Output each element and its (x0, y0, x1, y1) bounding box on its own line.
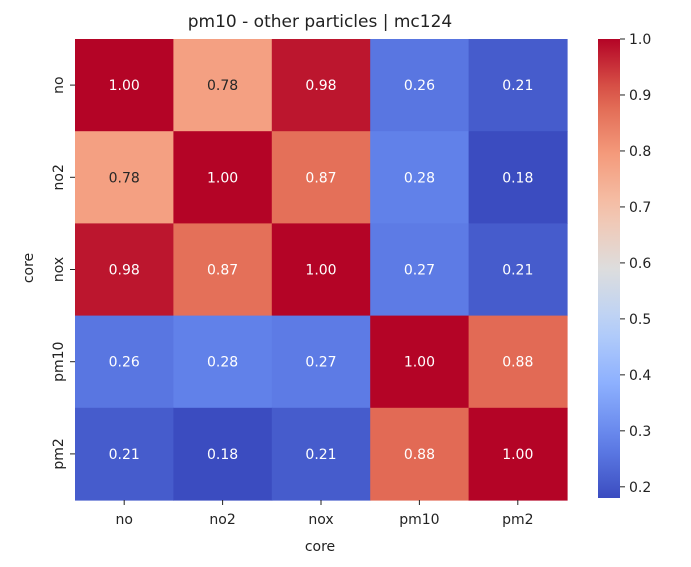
cell-value-label: 0.78 (207, 78, 238, 94)
colorbar-tick-label: 0.3 (629, 424, 651, 440)
heatmap-cell (75, 131, 174, 224)
cell-value-label: 1.00 (404, 355, 435, 371)
cell-value-label: 0.26 (404, 78, 435, 94)
colorbar-tick-label: 0.7 (629, 200, 651, 216)
y-tick-label: no2 (51, 164, 67, 190)
heatmap-cell (370, 315, 470, 409)
heatmap-cell (75, 315, 174, 409)
colorbar-tick-label: 0.6 (629, 256, 651, 272)
cell-value-label: 0.27 (404, 263, 435, 279)
heatmap-cell (271, 407, 371, 501)
heatmap-cell (468, 131, 568, 224)
y-axis-ticks: no no2 nox pm10 pm2 (51, 76, 75, 470)
cell-value-label: 0.21 (502, 263, 533, 279)
cell-value-label: 0.26 (109, 355, 140, 371)
cell-value-label: 0.98 (305, 78, 336, 94)
x-tick-label: no2 (209, 512, 235, 528)
heatmap-cell (173, 131, 273, 224)
y-tick-label: pm2 (51, 438, 67, 469)
colorbar-tick-label: 0.5 (629, 312, 651, 328)
chart-title: pm10 - other particles | mc124 (188, 12, 452, 32)
cell-value-label: 0.21 (305, 447, 336, 463)
y-tick-label: no (51, 76, 67, 93)
cell-value-label: 0.78 (109, 170, 140, 186)
heatmap-cell (370, 223, 470, 317)
heatmap-cell (173, 315, 273, 409)
heatmap-cell (173, 39, 273, 132)
heatmap-cell (271, 131, 371, 224)
cell-value-label: 1.00 (502, 447, 533, 463)
cell-value-label: 0.21 (502, 78, 533, 94)
cell-value-label: 0.88 (404, 447, 435, 463)
cell-value-label: 0.87 (305, 170, 336, 186)
heatmap-cell (271, 315, 371, 409)
heatmap-cell (173, 407, 273, 501)
heatmap-cell (75, 39, 174, 132)
colorbar-tick-label: 0.2 (629, 480, 651, 496)
colorbar (598, 39, 620, 498)
x-axis-label: core (305, 539, 335, 555)
colorbar-tick-label: 0.9 (629, 88, 651, 104)
heatmap-cell (468, 223, 568, 317)
heatmap-cell (370, 407, 470, 501)
x-tick-label: no (115, 512, 132, 528)
heatmap-cells: 1.00 0.78 0.98 0.26 0.21 0.78 1.00 0.87 0.28 0.18… (75, 39, 568, 501)
colorbar-ticks: 0.2 0.3 0.4 0.5 0.6 0.7 0.8 0.9 1.0 (620, 32, 651, 496)
cell-value-label: 1.00 (207, 170, 238, 186)
colorbar-tick-label: 0.8 (629, 144, 651, 160)
heatmap-cell (468, 315, 568, 409)
heatmap-cell (75, 223, 174, 317)
heatmap-cell (271, 39, 371, 132)
y-tick-label: nox (51, 257, 67, 282)
y-tick-label: pm10 (51, 342, 67, 382)
cell-value-label: 0.88 (502, 355, 533, 371)
cell-value-label: 0.21 (109, 447, 140, 463)
heatmap-cell (468, 39, 568, 132)
colorbar-tick-label: 1.0 (629, 32, 651, 48)
cell-value-label: 0.18 (502, 170, 533, 186)
heatmap-cell (75, 407, 174, 501)
colorbar-tick-label: 0.4 (629, 368, 651, 384)
cell-value-label: 0.28 (404, 170, 435, 186)
cell-value-label: 0.98 (109, 263, 140, 279)
heatmap-cell (370, 39, 470, 132)
cell-value-label: 0.27 (305, 355, 336, 371)
x-axis-ticks: no no2 nox pm10 pm2 (115, 500, 534, 528)
heatmap-cell (271, 223, 371, 317)
x-tick-label: pm2 (502, 512, 533, 528)
cell-value-label: 1.00 (305, 263, 336, 279)
y-axis-label: core (21, 253, 37, 283)
cell-value-label: 1.00 (109, 78, 140, 94)
heatmap-cell (173, 223, 273, 317)
x-tick-label: nox (308, 512, 333, 528)
heatmap-cell (370, 131, 470, 224)
cell-value-label: 0.28 (207, 355, 238, 371)
cell-value-label: 0.18 (207, 447, 238, 463)
cell-value-label: 0.87 (207, 263, 238, 279)
heatmap-cell (468, 407, 568, 501)
x-tick-label: pm10 (399, 512, 439, 528)
